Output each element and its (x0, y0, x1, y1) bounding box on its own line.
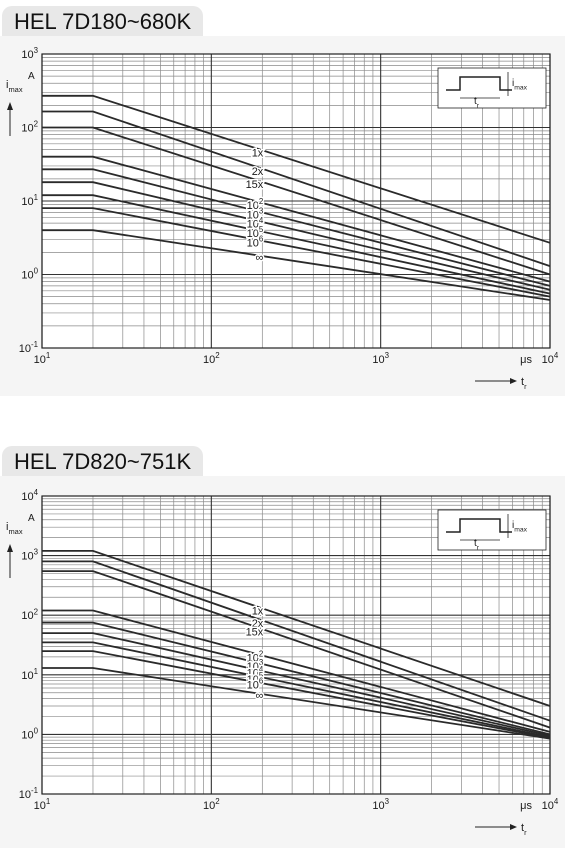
x-tick-label: 102 (203, 797, 220, 812)
pulse-amplitude-label: imax (512, 520, 528, 534)
y-tick-label: 10-1 (19, 786, 39, 801)
y-tick-label: 104 (21, 488, 38, 503)
x-tick-label: 104 (542, 797, 559, 812)
series-label: 102 (247, 197, 264, 212)
x-tick-label: 104 (542, 351, 559, 366)
series-line (42, 229, 551, 301)
series-line (42, 194, 551, 295)
pulse-width-label: tr (474, 96, 480, 110)
series-line (42, 168, 551, 287)
y-tick-label: 102 (21, 607, 38, 622)
y-axis-arrow-head (7, 102, 13, 110)
chart-1-title: HEL 7D180~680K (2, 6, 204, 36)
series-label: 105 (247, 671, 264, 686)
series-line (42, 207, 551, 298)
pulse-waveform (446, 76, 512, 91)
series-line (42, 94, 551, 244)
x-tick-label: 101 (34, 797, 51, 812)
series-line (42, 632, 551, 737)
y-tick-label: 100 (21, 726, 38, 741)
y-axis-symbol: imax (6, 79, 23, 94)
chart-2-svg: 101 102 103 10410-1100101102103104μstrimaxA… (6, 488, 559, 837)
series-line (42, 650, 551, 739)
chart-2-panel: 101 102 103 104 10-1 100 101 102 103 104 μs tr imax A… (0, 476, 565, 848)
pulse-inset-box (437, 67, 547, 109)
series-label: 15x (246, 179, 264, 191)
y-tick-label: 103 (21, 548, 38, 563)
y-unit-label: A (28, 513, 35, 524)
x-tick-label: 102 (203, 351, 220, 366)
series-line (42, 181, 551, 291)
plot-frame (41, 495, 551, 795)
pulse-amplitude-label: imax (512, 78, 528, 92)
series-label: 104 (247, 216, 264, 231)
x-tick-label: 101 (34, 351, 51, 366)
y-axis-arrow-head (7, 544, 13, 552)
plot-frame (41, 53, 551, 349)
pulse-waveform (446, 518, 512, 533)
chart-2-title: HEL 7D820~751K (2, 446, 204, 476)
pulse-width-label: tr (474, 538, 480, 552)
series-label: 103 (247, 206, 264, 221)
series-label: 2x (252, 618, 264, 630)
y-tick-label: 100 (21, 267, 38, 282)
series-line (42, 667, 551, 740)
x-axis-symbol: tr (521, 822, 527, 837)
y-tick-label: 10-1 (19, 340, 39, 355)
series-label: 102 (247, 649, 264, 664)
series-label: 106 (247, 677, 264, 692)
x-unit-label: μs (520, 800, 532, 812)
series-label: ∞ (255, 690, 263, 702)
y-tick-label: 102 (21, 120, 38, 135)
chart-1-svg: 101 102 103 10410-1100101102103μstrimaxAtri… (6, 46, 559, 391)
series-label: 106 (247, 234, 264, 249)
series-label: 103 (247, 658, 264, 673)
x-unit-label: μs (520, 354, 532, 366)
series-line (42, 560, 551, 722)
series-line (42, 621, 551, 736)
series-line (42, 570, 551, 729)
series-label: 2x (252, 166, 264, 178)
y-axis-symbol: imax (6, 521, 23, 536)
series-label: 105 (247, 225, 264, 240)
pulse-inset-box (437, 509, 547, 551)
series-label: 15x (246, 626, 264, 638)
y-tick-label: 103 (21, 46, 38, 61)
series-line (42, 155, 551, 283)
series-line (42, 609, 551, 733)
series-label: 104 (247, 665, 264, 680)
y-tick-label: 101 (21, 667, 38, 682)
x-axis-arrow-head (510, 378, 517, 384)
x-axis-symbol: tr (521, 376, 527, 391)
x-tick-label: 103 (372, 351, 389, 366)
y-unit-label: A (28, 71, 35, 82)
x-axis-arrow-head (510, 824, 517, 830)
series-label: 1x (252, 148, 264, 160)
series-line (42, 641, 551, 738)
series-line (42, 550, 551, 707)
y-tick-label: 101 (21, 193, 38, 208)
series-line (42, 110, 551, 267)
series-label: 1x (252, 606, 264, 618)
x-tick-label: 103 (372, 797, 389, 812)
series-line (42, 126, 551, 276)
series-label: ∞ (255, 252, 263, 264)
